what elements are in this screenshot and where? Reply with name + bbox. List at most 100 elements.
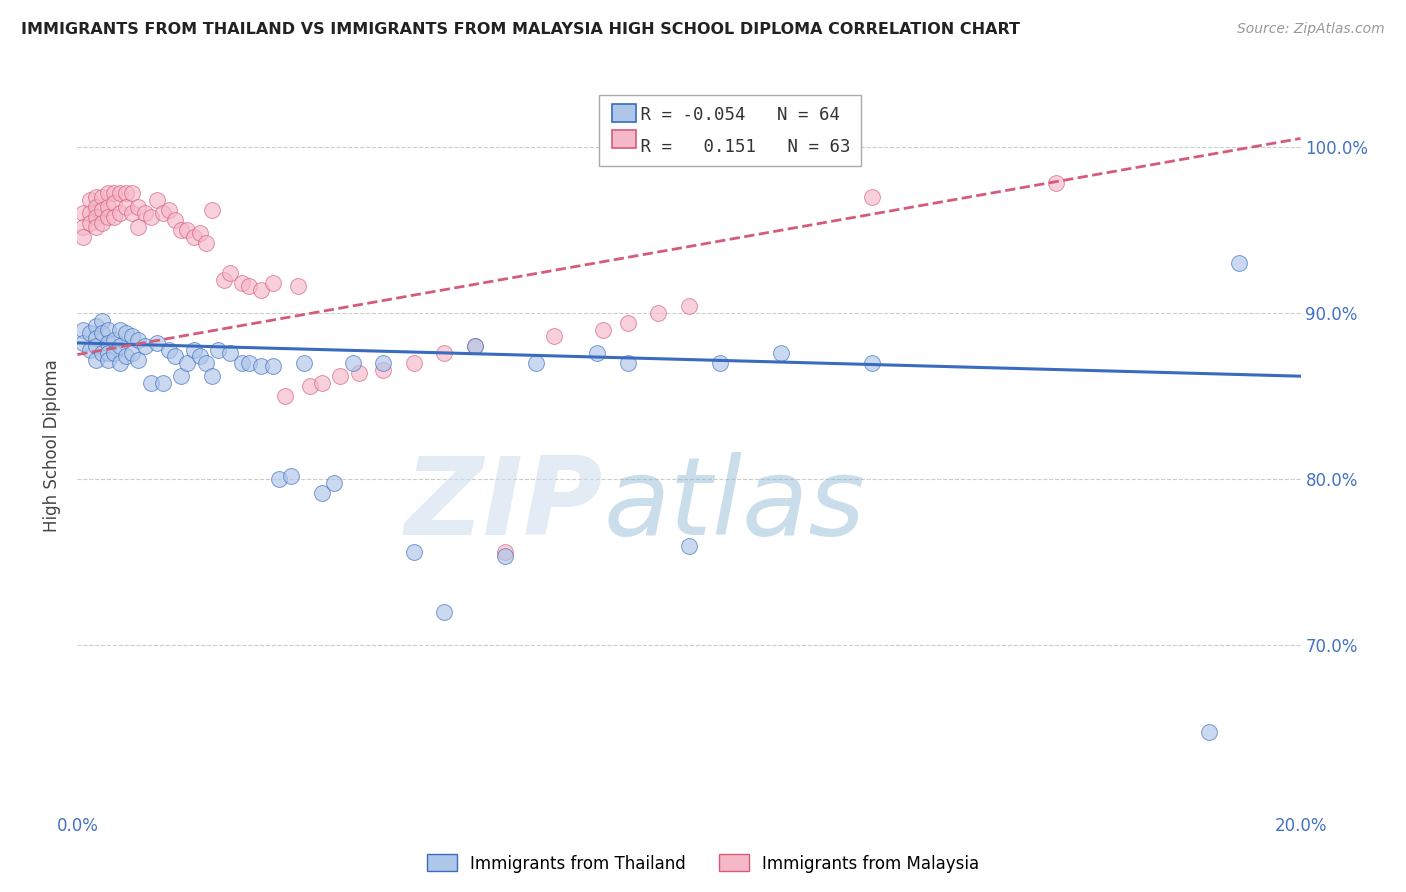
- Point: [176, 223, 198, 237]
- Point: [79, 216, 101, 230]
- Point: [108, 339, 131, 353]
- Point: [97, 186, 120, 201]
- Point: [139, 376, 162, 390]
- Point: [103, 333, 125, 347]
- Point: [72, 335, 94, 350]
- Point: [201, 369, 224, 384]
- Point: [292, 356, 315, 370]
- Point: [90, 346, 112, 360]
- Point: [311, 376, 333, 390]
- Point: [287, 279, 309, 293]
- Point: [433, 346, 456, 360]
- Point: [84, 319, 107, 334]
- Point: [170, 223, 193, 237]
- Point: [97, 210, 120, 224]
- Point: [134, 206, 156, 220]
- Point: [97, 335, 120, 350]
- Point: [347, 366, 370, 380]
- Point: [371, 362, 394, 376]
- Point: [157, 343, 180, 357]
- Point: [84, 352, 107, 367]
- Point: [84, 210, 107, 224]
- Point: [146, 193, 169, 207]
- Point: [188, 349, 211, 363]
- Point: [152, 206, 174, 220]
- Point: [103, 186, 125, 201]
- Point: [464, 339, 486, 353]
- Text: atlas: atlas: [603, 452, 865, 557]
- Point: [262, 276, 284, 290]
- Text: R = -0.054   N = 64
   R =   0.151   N = 63: R = -0.054 N = 64 R = 0.151 N = 63: [609, 106, 851, 156]
- Point: [495, 545, 517, 559]
- Point: [121, 329, 143, 343]
- Point: [678, 539, 700, 553]
- Point: [90, 314, 112, 328]
- FancyBboxPatch shape: [612, 104, 637, 122]
- Point: [678, 299, 700, 313]
- Point: [79, 193, 101, 207]
- Point: [139, 210, 162, 224]
- Point: [250, 283, 273, 297]
- Point: [207, 343, 229, 357]
- Point: [188, 226, 211, 240]
- Point: [495, 549, 517, 563]
- Point: [592, 323, 614, 337]
- Point: [115, 200, 138, 214]
- Point: [201, 202, 224, 217]
- Point: [323, 475, 346, 490]
- Point: [433, 605, 456, 619]
- Point: [72, 219, 94, 234]
- Point: [280, 469, 302, 483]
- Point: [371, 356, 394, 370]
- Point: [402, 356, 425, 370]
- Point: [108, 356, 131, 370]
- Point: [212, 273, 235, 287]
- Point: [231, 276, 253, 290]
- Point: [524, 356, 547, 370]
- Point: [108, 323, 131, 337]
- Point: [464, 339, 486, 353]
- Point: [84, 331, 107, 345]
- Point: [97, 346, 120, 360]
- Point: [183, 229, 205, 244]
- Point: [329, 369, 352, 384]
- Legend: Immigrants from Thailand, Immigrants from Malaysia: Immigrants from Thailand, Immigrants fro…: [420, 847, 986, 880]
- Point: [128, 333, 150, 347]
- Point: [238, 356, 260, 370]
- Point: [586, 346, 609, 360]
- Point: [84, 339, 107, 353]
- Point: [128, 200, 150, 214]
- Point: [194, 236, 217, 251]
- Point: [72, 206, 94, 220]
- Point: [250, 359, 273, 374]
- Point: [84, 200, 107, 214]
- Point: [1198, 725, 1220, 739]
- Point: [165, 213, 187, 227]
- Point: [274, 389, 297, 403]
- Point: [262, 359, 284, 374]
- Point: [84, 189, 107, 203]
- Point: [128, 219, 150, 234]
- Point: [103, 196, 125, 211]
- Point: [170, 369, 193, 384]
- Point: [152, 376, 174, 390]
- Point: [769, 346, 792, 360]
- Point: [342, 356, 364, 370]
- Point: [103, 346, 125, 360]
- Point: [108, 186, 131, 201]
- Point: [269, 472, 291, 486]
- Point: [183, 343, 205, 357]
- Text: ZIP: ZIP: [405, 451, 603, 558]
- Point: [72, 229, 94, 244]
- Point: [1229, 256, 1251, 270]
- Point: [238, 279, 260, 293]
- Point: [121, 346, 143, 360]
- Point: [90, 216, 112, 230]
- Y-axis label: High School Diploma: High School Diploma: [44, 359, 62, 533]
- Point: [84, 219, 107, 234]
- Point: [311, 485, 333, 500]
- Point: [231, 356, 253, 370]
- Point: [219, 266, 242, 280]
- Point: [79, 343, 101, 357]
- Point: [115, 349, 138, 363]
